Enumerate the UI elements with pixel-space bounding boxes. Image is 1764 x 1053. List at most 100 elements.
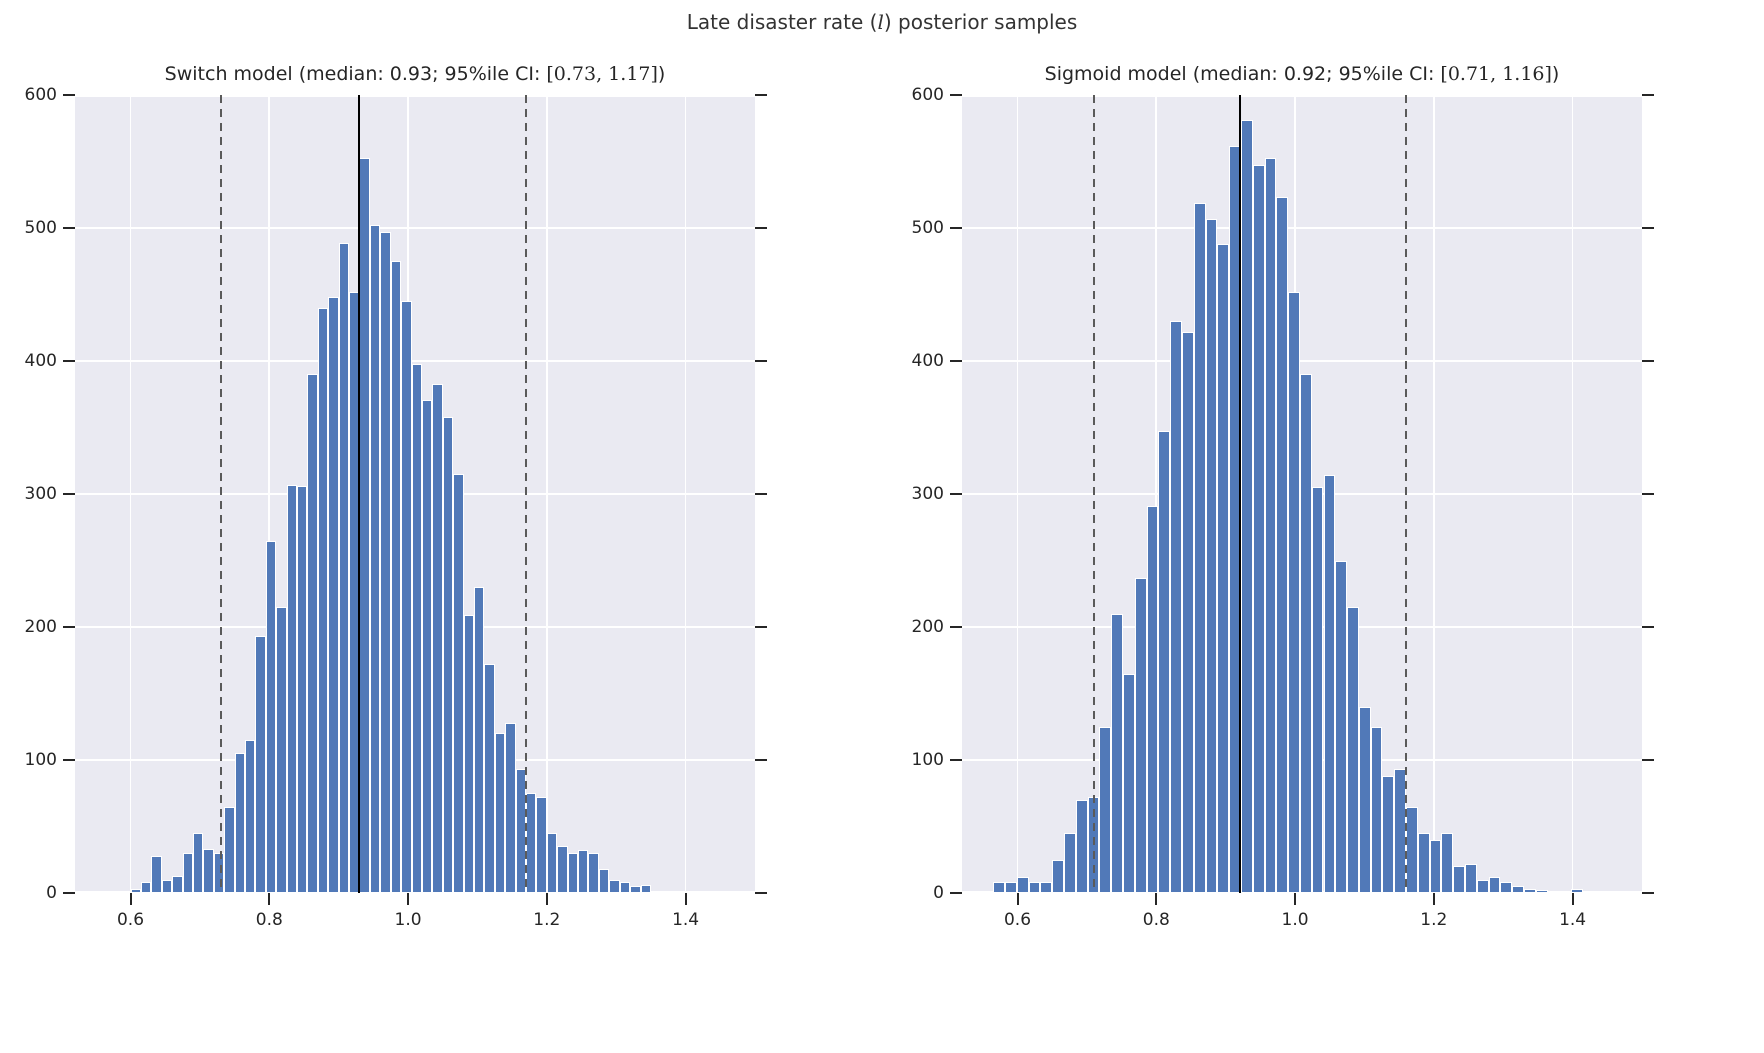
histogram-bar [1370, 726, 1383, 893]
y-tick-label: 200 [911, 617, 944, 637]
y-tick-label: 600 [24, 85, 57, 105]
histogram-bar [1005, 882, 1017, 893]
histogram-bar [473, 587, 485, 893]
y-tick-label: 400 [911, 351, 944, 371]
figure-title-math: l [877, 10, 884, 34]
histogram-bar [993, 882, 1005, 893]
y-tick [1642, 759, 1654, 761]
y-tick [950, 759, 962, 761]
histogram-bar [140, 882, 152, 893]
histogram-bar [1335, 560, 1348, 893]
histogram-bar [1111, 613, 1123, 893]
figure-title: Late disaster rate (l) posterior samples [0, 10, 1764, 34]
histogram-bar [1205, 218, 1218, 893]
y-tick [755, 892, 767, 894]
x-tick [129, 893, 132, 905]
histogram-bar [286, 484, 298, 893]
histogram-bar [1382, 775, 1395, 893]
y-tick [755, 227, 767, 229]
median-line [1238, 95, 1241, 893]
histogram-bar [1358, 706, 1371, 893]
y-tick [1642, 626, 1654, 628]
histogram-bar [317, 307, 329, 893]
histogram-bar [1288, 291, 1300, 893]
y-tick-label: 200 [24, 617, 57, 637]
gridline-x [546, 95, 548, 893]
gridline-y [962, 95, 1642, 97]
y-tick [755, 626, 767, 628]
histogram-bar [1028, 882, 1041, 893]
histogram-bar [546, 833, 558, 893]
histogram-bar [245, 740, 256, 893]
histogram-bar [1524, 889, 1536, 893]
y-tick [63, 759, 75, 761]
ci-high-line [1405, 95, 1408, 893]
histogram-bar [1429, 839, 1442, 893]
histogram-bar [1229, 145, 1241, 893]
histogram-bar [224, 806, 235, 893]
histogram-bar [1122, 673, 1135, 893]
subplot-title-math: [0.71, 1.16] [1440, 63, 1552, 85]
y-tick-label: 500 [911, 218, 944, 238]
histogram-bar [359, 157, 370, 893]
histogram-bar [369, 225, 381, 893]
subplot-title-switch: Switch model (median: 0.93; 95%ile CI: [… [75, 63, 755, 85]
gridline-x [684, 95, 687, 893]
ci-low-line [1092, 95, 1095, 893]
histogram-bar [192, 833, 204, 893]
histogram-bar [213, 853, 225, 893]
histogram-bar [390, 261, 402, 893]
histogram-bar [588, 853, 599, 893]
histogram-bar [130, 889, 141, 893]
subplot-title-text-suffix: ) [1551, 63, 1560, 85]
x-tick [1571, 893, 1574, 905]
y-tick [63, 360, 75, 362]
y-tick [755, 759, 767, 761]
histogram-bar [297, 486, 308, 893]
y-tick [63, 493, 75, 495]
x-tick [1432, 893, 1435, 905]
histogram-bar [630, 886, 641, 893]
histogram-bar [494, 733, 506, 893]
histogram-bar [1075, 799, 1088, 893]
histogram-bar [276, 607, 287, 893]
histogram-bar [640, 885, 651, 893]
ci-low-line [219, 95, 222, 893]
y-tick-label: 300 [24, 484, 57, 504]
gridline-y [75, 891, 755, 893]
y-tick-label: 300 [911, 484, 944, 504]
subplot-title-text: Switch model (median: 0.93; 95%ile CI: [164, 63, 547, 85]
gridline-y [962, 759, 1642, 761]
y-tick [63, 626, 75, 628]
y-tick [1642, 892, 1654, 894]
x-tick-label: 1.4 [672, 910, 700, 930]
y-tick [1642, 360, 1654, 362]
histogram-bar [255, 636, 266, 893]
histogram-bar [1417, 833, 1430, 893]
x-tick-label: 1.0 [1281, 910, 1309, 930]
y-tick-label: 0 [46, 883, 57, 903]
histogram-bar [234, 753, 245, 893]
histogram-bar [1087, 797, 1100, 893]
plot-area [962, 95, 1642, 893]
histogram-bar [557, 846, 568, 893]
gridline-y [962, 360, 1642, 362]
y-tick [63, 892, 75, 894]
y-tick-label: 500 [24, 218, 57, 238]
histogram-bar [1040, 882, 1053, 893]
x-tick [1155, 893, 1158, 905]
histogram-bar [515, 769, 527, 893]
histogram-bar [182, 853, 193, 893]
histogram-bar [619, 882, 631, 893]
histogram-bar [265, 540, 277, 893]
y-tick [950, 227, 962, 229]
histogram-bar [1394, 769, 1407, 893]
histogram-bar [401, 301, 412, 893]
histogram-bar [1099, 726, 1112, 893]
histogram-bar [1264, 157, 1277, 893]
gridline-x [1571, 95, 1574, 893]
gridline-x [1155, 95, 1158, 893]
histogram-bar [1170, 321, 1182, 893]
